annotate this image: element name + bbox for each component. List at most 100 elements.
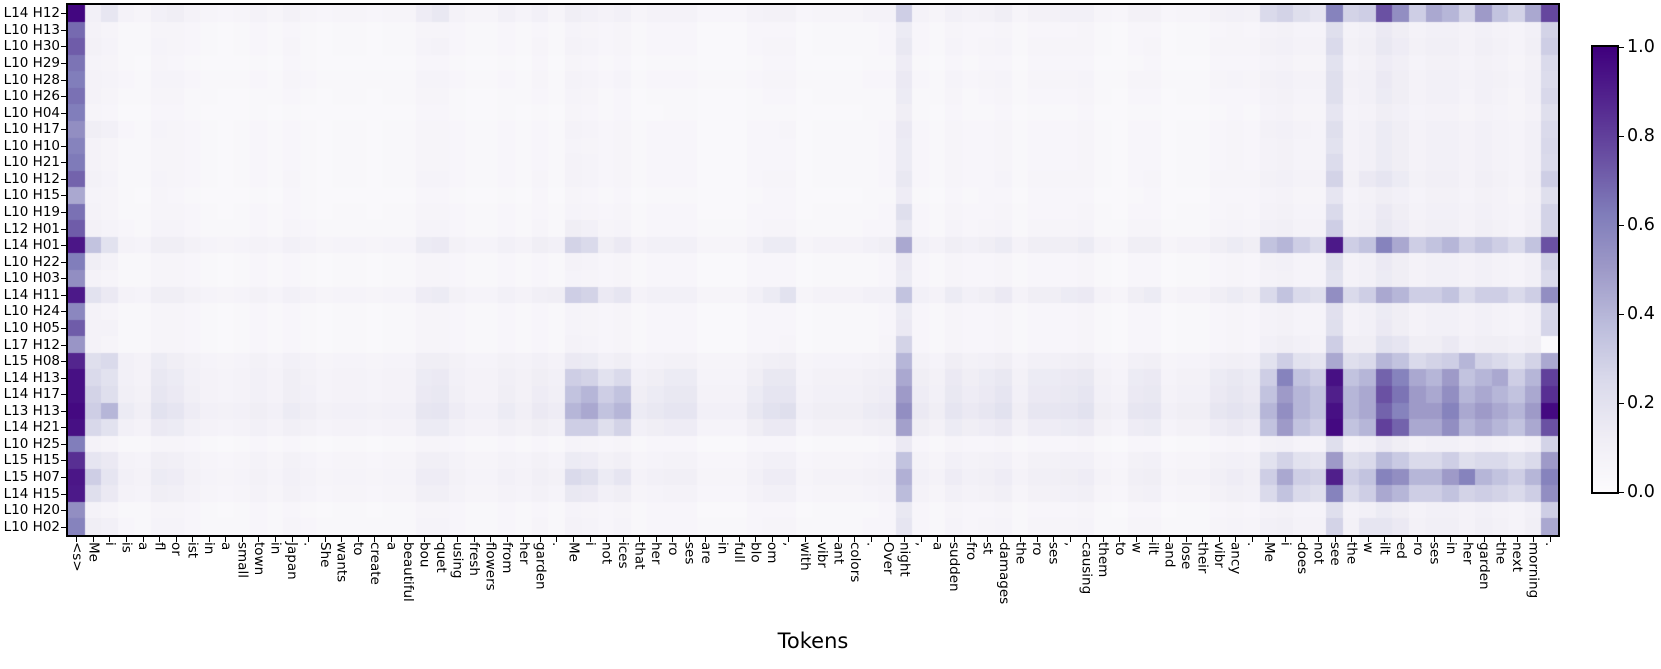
x-tick-label: Me — [1260, 542, 1277, 562]
x-tick-label: a — [217, 542, 234, 551]
x-tick-mark — [1202, 537, 1203, 542]
colorbar — [1593, 47, 1617, 492]
x-tick-label: ro — [1409, 542, 1426, 556]
x-tick-label: sudden — [946, 542, 963, 592]
x-tick-mark — [722, 537, 723, 542]
x-tick-label: to — [1111, 542, 1128, 556]
y-tick-label: L15 H15 — [3, 452, 60, 469]
x-tick-mark — [391, 537, 392, 542]
x-tick-label: i — [101, 542, 118, 546]
y-tick-mark — [61, 494, 66, 495]
y-tick-label: L10 H22 — [3, 253, 60, 270]
x-tick-mark — [672, 537, 673, 542]
x-tick-label: . — [1542, 542, 1559, 547]
y-tick-mark — [61, 146, 66, 147]
x-tick-label: blo — [747, 542, 764, 563]
x-tick-label: om — [764, 542, 781, 564]
x-tick-mark — [854, 537, 855, 542]
heatmap-frame — [66, 3, 1560, 537]
x-tick-mark — [76, 537, 77, 542]
x-tick-mark — [109, 537, 110, 542]
x-tick-label: She — [317, 542, 334, 568]
x-tick-label: are — [697, 542, 714, 564]
x-tick-label: Over — [880, 542, 896, 575]
x-tick-label: ro — [664, 542, 681, 556]
y-tick-mark — [61, 345, 66, 346]
x-tick-mark — [192, 537, 193, 542]
x-tick-label: or — [168, 542, 185, 556]
colorbar-tick-mark — [1619, 492, 1624, 493]
x-tick-mark — [1384, 537, 1385, 542]
y-tick-label: L10 H30 — [3, 38, 60, 55]
y-tick-label: L10 H05 — [3, 319, 60, 336]
x-tick-mark — [838, 537, 839, 542]
x-tick-label: lose — [1178, 542, 1194, 570]
x-tick-mark — [424, 537, 425, 542]
y-tick-mark — [61, 245, 66, 246]
x-tick-label: not — [1310, 542, 1327, 565]
heatmap — [68, 5, 1558, 535]
y-tick-label: L14 H17 — [3, 386, 60, 403]
x-tick-mark — [407, 537, 408, 542]
x-tick-label: colors — [846, 542, 863, 583]
x-tick-label: small — [234, 542, 251, 578]
x-tick-label: vibr — [1211, 542, 1228, 568]
x-tick-label: a — [929, 542, 946, 551]
y-tick-label: L12 H01 — [3, 220, 60, 237]
y-tick-mark — [61, 13, 66, 14]
x-tick-label: i — [1277, 542, 1294, 546]
y-tick-mark — [61, 527, 66, 528]
x-tick-label: bou — [416, 542, 433, 568]
x-tick-mark — [1450, 537, 1451, 542]
x-tick-label: i — [582, 542, 598, 546]
x-axis-title: Tokens — [777, 629, 849, 653]
x-tick-mark — [954, 537, 955, 542]
y-tick-label: L10 H15 — [3, 187, 60, 204]
x-tick-mark — [904, 537, 905, 542]
x-tick-label: using — [449, 542, 466, 579]
y-tick-label: L10 H26 — [3, 88, 60, 105]
x-tick-mark — [639, 537, 640, 542]
y-tick-mark — [61, 394, 66, 395]
x-tick-label: flowers — [482, 542, 499, 591]
x-tick-label: st — [979, 542, 996, 555]
x-tick-label: the — [1012, 542, 1029, 565]
x-tick-label: her — [648, 542, 665, 565]
y-tick-mark — [61, 460, 66, 461]
x-tick-mark — [1252, 537, 1253, 542]
x-tick-label: garden — [1476, 542, 1492, 590]
y-tick-mark — [61, 311, 66, 312]
x-tick-mark — [590, 537, 591, 542]
x-tick-mark — [970, 537, 971, 542]
y-tick-label: L10 H24 — [3, 303, 60, 320]
y-tick-label: L17 H12 — [3, 336, 60, 353]
x-tick-label: ses — [1045, 542, 1062, 565]
x-tick-label: in — [1442, 542, 1459, 555]
y-tick-label: L10 H20 — [3, 502, 60, 519]
x-tick-mark — [1467, 537, 1468, 542]
y-tick-mark — [61, 411, 66, 412]
x-tick-label: w — [1128, 542, 1145, 554]
x-tick-mark — [490, 537, 491, 542]
x-tick-mark — [821, 537, 822, 542]
x-tick-label: morning — [1525, 542, 1542, 599]
y-tick-label: L10 H04 — [3, 104, 60, 121]
x-tick-label: full — [731, 542, 747, 563]
x-tick-mark — [1219, 537, 1220, 542]
x-tick-label: ilt — [1144, 542, 1161, 555]
y-tick-mark — [61, 113, 66, 114]
x-tick-mark — [374, 537, 375, 542]
x-tick-mark — [755, 537, 756, 542]
x-tick-mark — [225, 537, 226, 542]
x-tick-mark — [143, 537, 144, 542]
x-tick-label: w — [1360, 542, 1377, 554]
x-tick-mark — [1500, 537, 1501, 542]
x-tick-mark — [292, 537, 293, 542]
y-tick-mark — [61, 328, 66, 329]
x-tick-label: create — [366, 542, 383, 585]
y-tick-mark — [61, 444, 66, 445]
x-tick-mark — [739, 537, 740, 542]
x-tick-label: Me — [85, 542, 102, 562]
x-tick-label: ancy — [1227, 542, 1244, 575]
colorbar-tick-mark — [1619, 136, 1624, 137]
